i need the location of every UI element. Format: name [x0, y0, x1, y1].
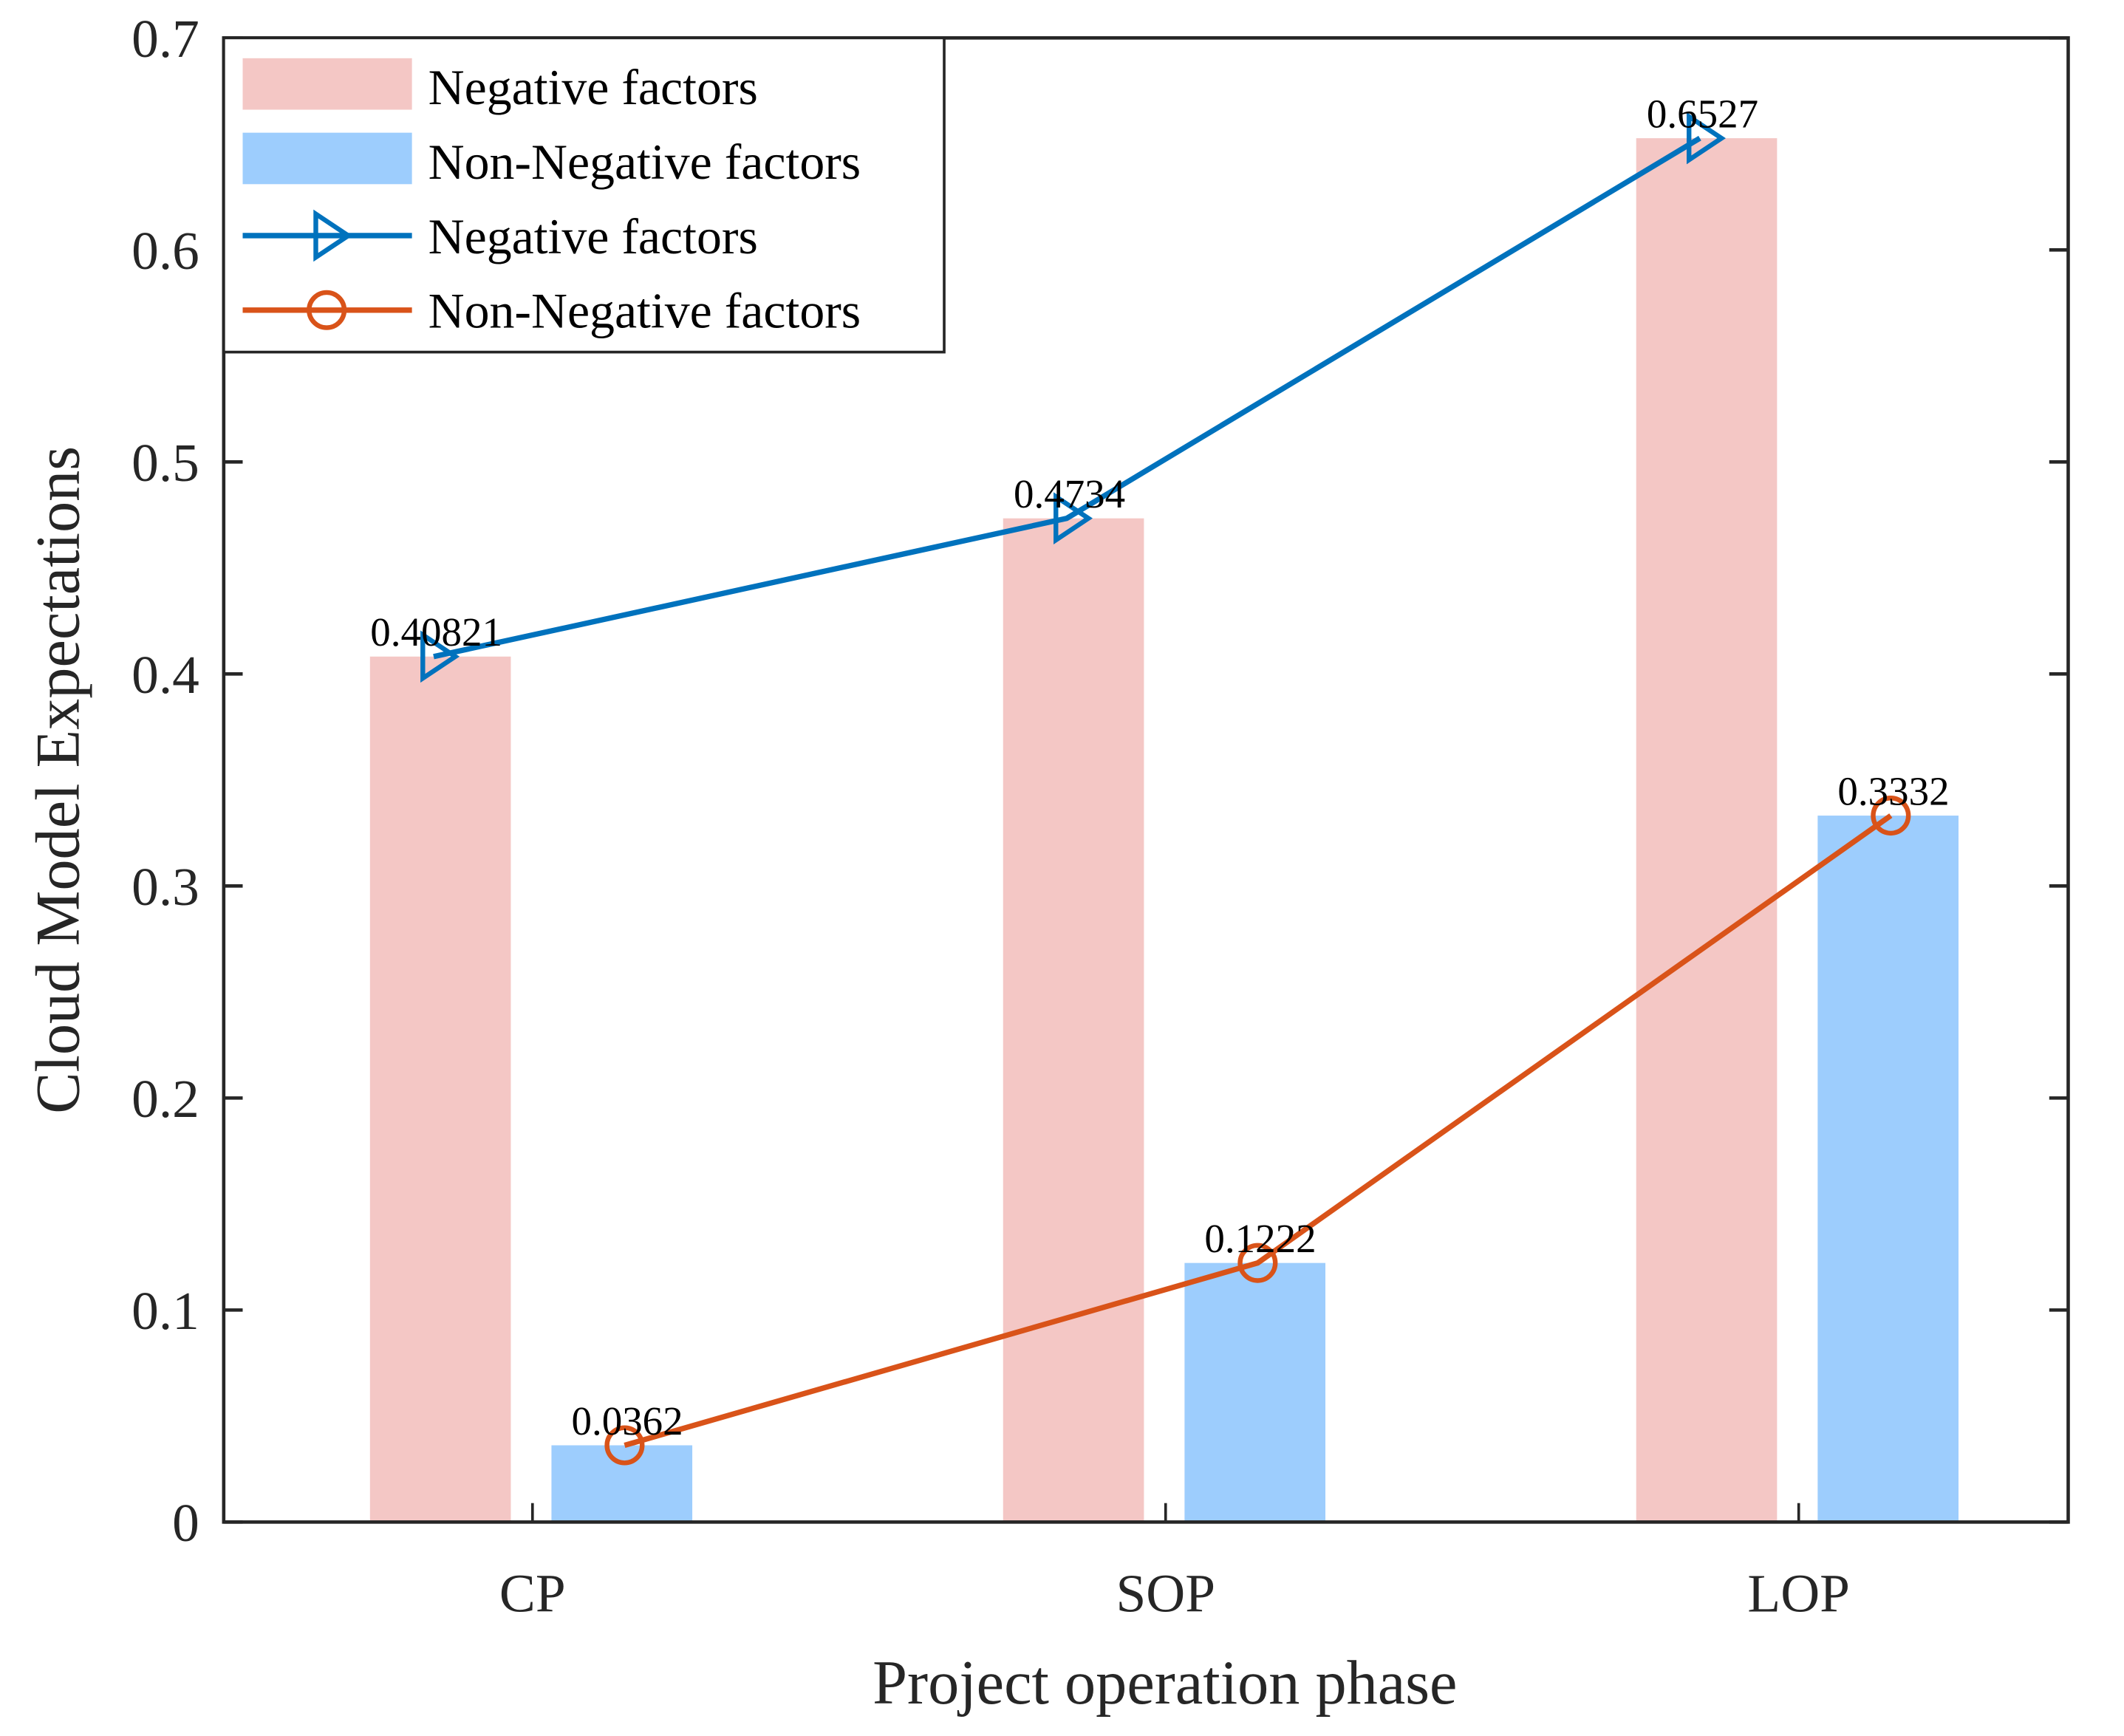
legend-triangle-marker-icon [313, 209, 353, 262]
data-label-nonnegative-cp: 0.0362 [571, 1398, 683, 1443]
x-tick-label-sop: SOP [1116, 1563, 1215, 1623]
lines [420, 112, 1911, 1466]
x-tick-label-lop: LOP [1747, 1563, 1850, 1623]
data-label-negative-cp: 0.40821 [370, 609, 502, 655]
bar-negative-sop [1003, 518, 1144, 1523]
triangle-marker-negative-cp [420, 630, 460, 683]
line-negative [433, 135, 1701, 660]
data-label-nonnegative-lop: 0.3332 [1837, 768, 1949, 813]
axes-box [222, 36, 2070, 1524]
y-tick-label: 0.3 [132, 857, 199, 917]
bar-nonnegative-lop [1817, 816, 1959, 1523]
data-labels: 0.40821 0.4734 0.6527 0.0362 0.1222 0.3332 [370, 91, 1949, 1443]
data-label-nonnegative-sop: 0.1222 [1204, 1216, 1316, 1261]
bar-negative-cp [369, 656, 511, 1523]
legend-label-nonnegative-line: Non-Negative factors [428, 284, 861, 339]
legend-circle-marker-icon [307, 290, 347, 330]
y-axis: 0 0.1 0.2 0.3 0.4 0.5 0.6 0.7 [132, 9, 2069, 1553]
y-tick-label: 0.4 [132, 645, 199, 705]
triangle-marker-negative-sop [1054, 492, 1093, 545]
triangle-marker-negative-lop [1687, 112, 1726, 165]
bar-nonnegative-cp [551, 1445, 693, 1523]
legend-swatch-negative-bar [242, 58, 412, 110]
data-label-negative-sop: 0.4734 [1014, 471, 1125, 516]
circle-marker-nonnegative-lop [1871, 796, 1911, 836]
y-tick-label: 0.5 [132, 433, 199, 493]
y-tick-label: 0 [172, 1493, 199, 1553]
y-axis-label: Cloud Model Expectations [24, 446, 93, 1114]
y-tick-label: 0.7 [132, 9, 199, 69]
circle-marker-nonnegative-sop [1237, 1243, 1278, 1283]
x-tick-label-cp: CP [499, 1563, 566, 1623]
bar-negative-lop [1636, 138, 1778, 1523]
y-tick-label: 0.6 [132, 221, 199, 281]
bar-nonnegative-sop [1184, 1262, 1326, 1523]
data-label-negative-lop: 0.6527 [1647, 91, 1758, 136]
legend: Negative factors Non-Negative factors Ne… [222, 36, 946, 354]
x-axis: CP SOP LOP [499, 1503, 1850, 1623]
legend-label-nonnegative-bar: Non-Negative factors [428, 134, 861, 190]
legend-label-negative-bar: Negative factors [428, 60, 758, 115]
x-axis-label: Project operation phase [873, 1649, 1457, 1718]
line-nonnegative [624, 813, 1893, 1449]
bars [369, 138, 1959, 1523]
y-tick-label: 0.2 [132, 1069, 199, 1129]
legend-label-negative-line: Negative factors [428, 209, 758, 264]
legend-swatch-nonnegative-bar [242, 132, 412, 185]
y-tick-label: 0.1 [132, 1281, 199, 1341]
circle-marker-nonnegative-cp [604, 1425, 645, 1466]
